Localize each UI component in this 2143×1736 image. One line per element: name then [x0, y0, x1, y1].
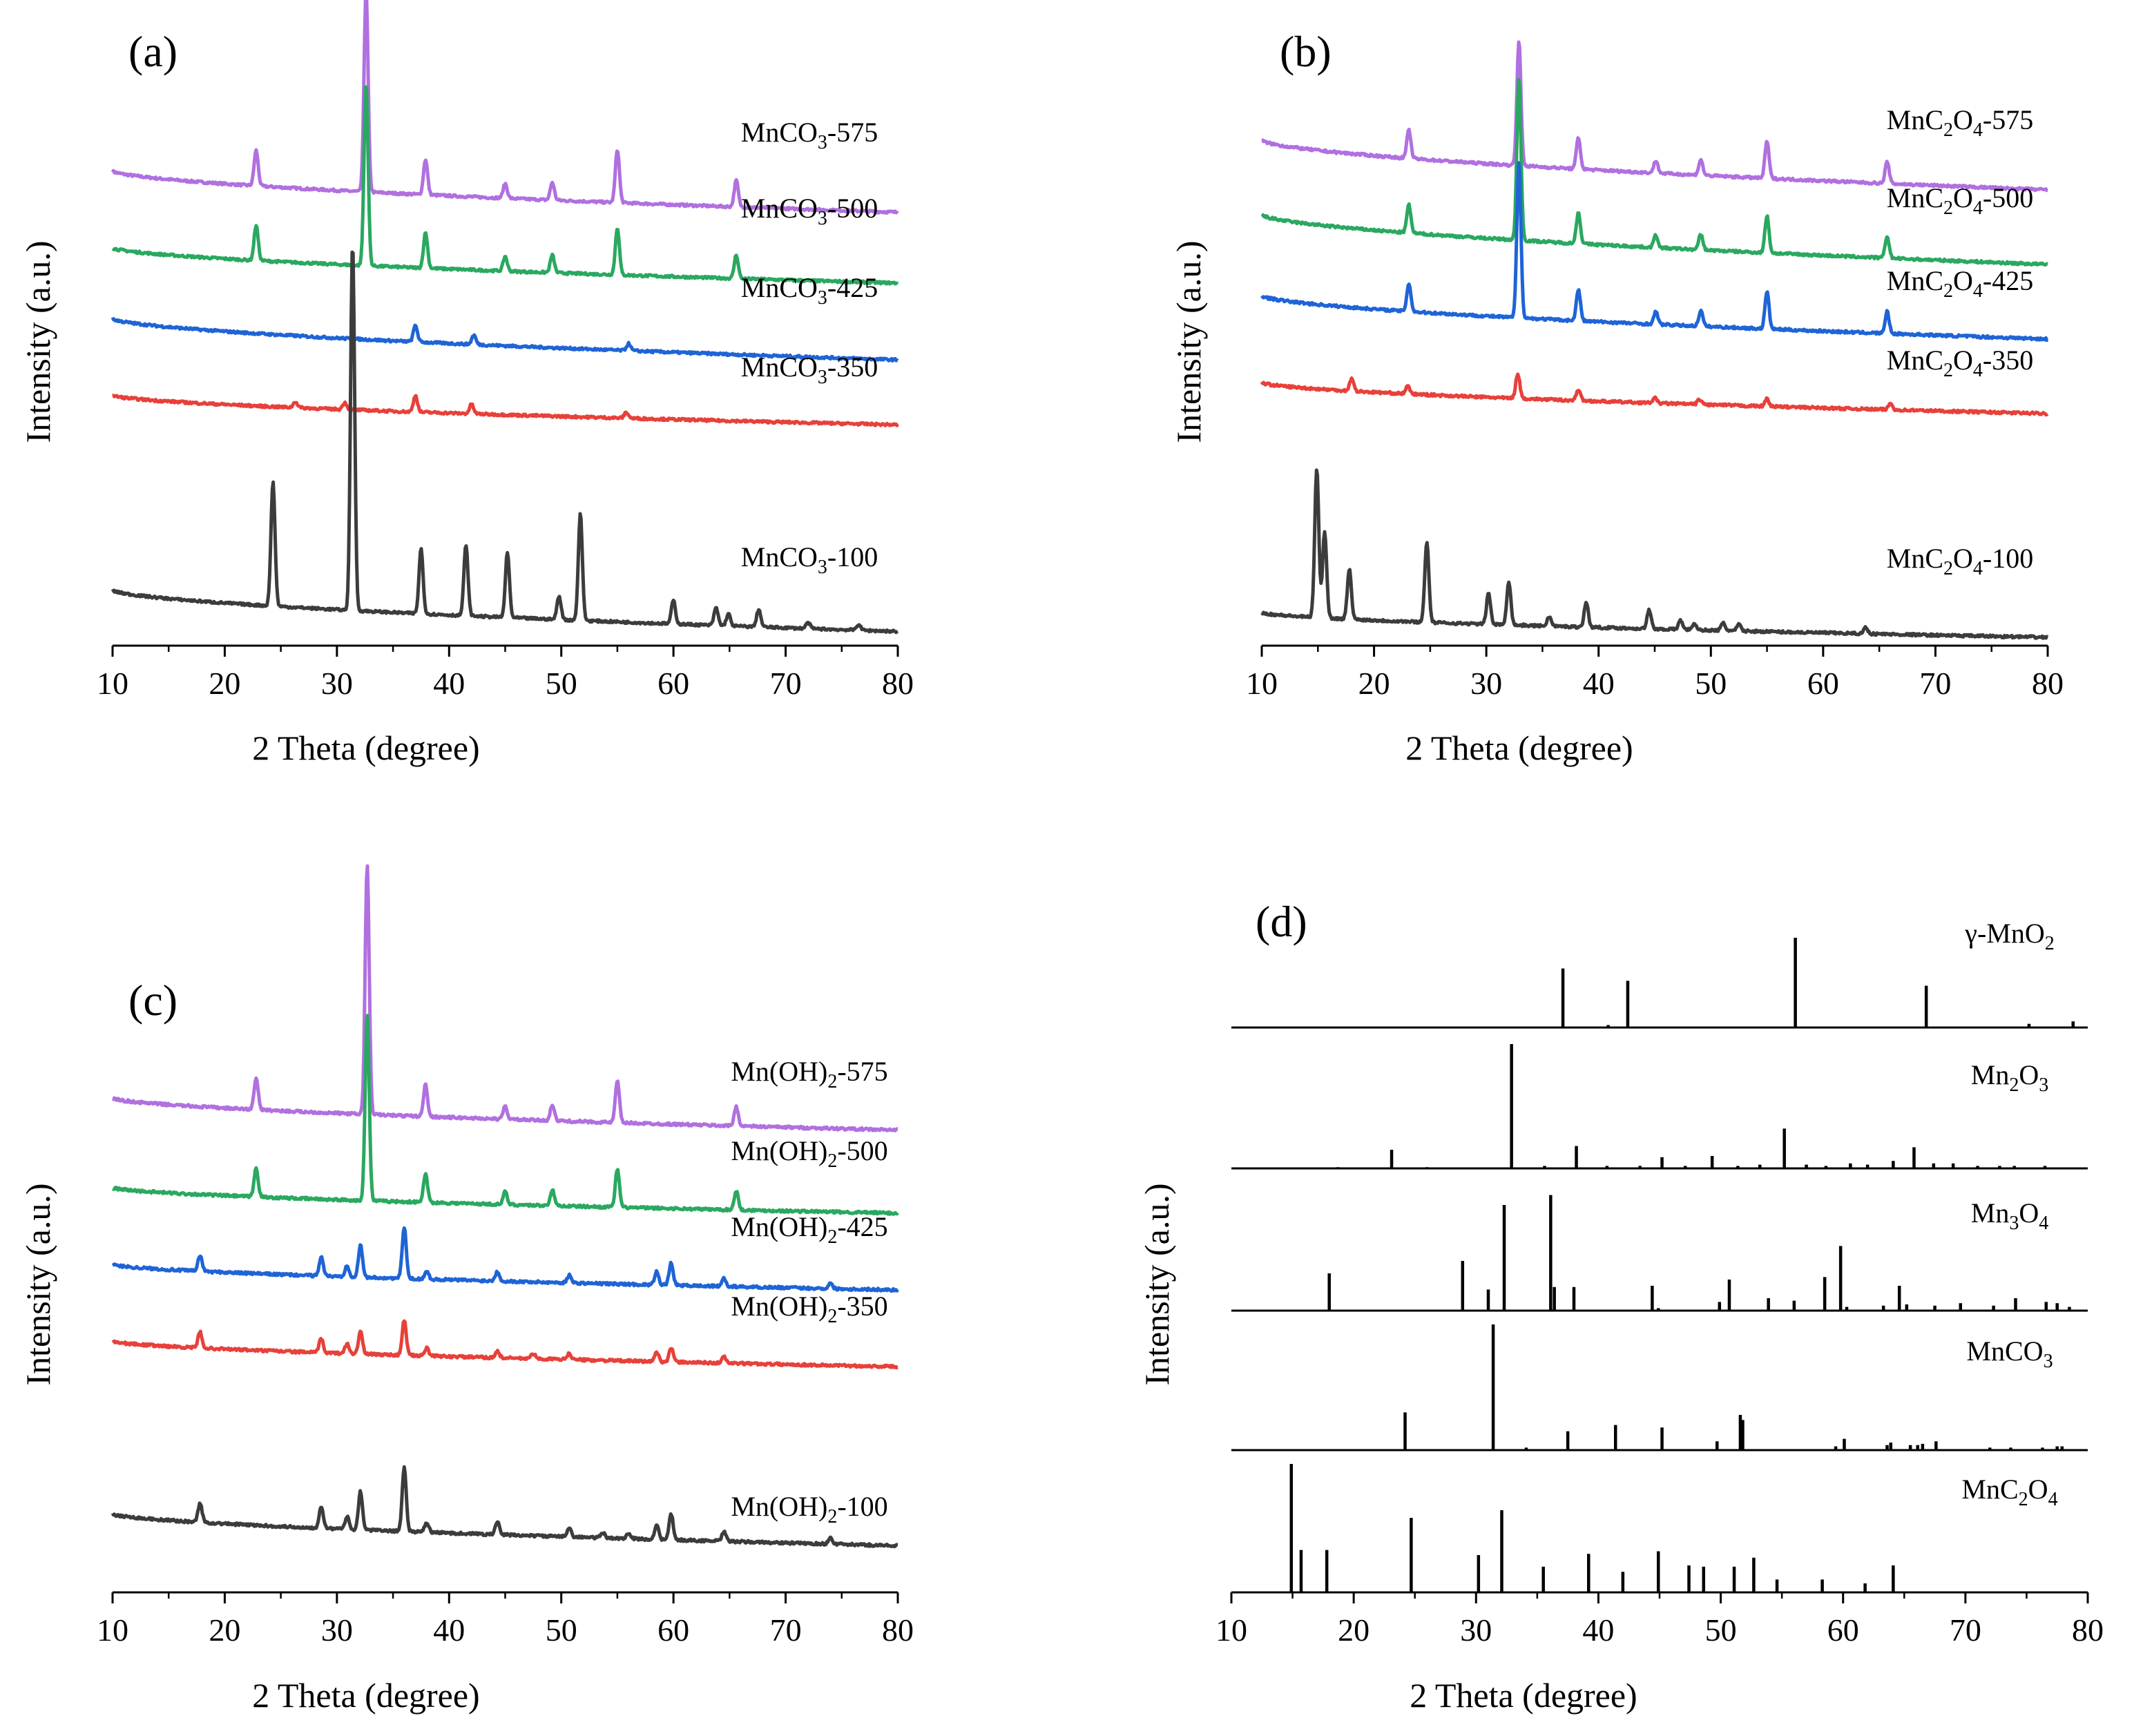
y-axis-label-c: Intensity (a.u.) [19, 1184, 57, 1386]
x-axis-label-c: 2 Theta (degree) [252, 1676, 479, 1715]
x-axis-label-d: 2 Theta (degree) [1410, 1676, 1637, 1715]
series-line-c-4 [110, 1465, 899, 1549]
x-tick-label-b-40: 40 [1583, 666, 1615, 701]
x-tick-label-d-30: 30 [1460, 1612, 1492, 1648]
x-tick-label-c-80: 80 [882, 1612, 914, 1648]
series-label-d-0: γ-MnO2 [1964, 918, 2054, 954]
x-tick-label-b-80: 80 [2032, 666, 2064, 701]
x-tick-label-c-40: 40 [433, 1612, 465, 1648]
x-tick-label-d-50: 50 [1705, 1612, 1737, 1648]
series-label-a-0: MnCO3-575 [741, 117, 878, 153]
x-tick-label-c-20: 20 [209, 1612, 240, 1648]
series-line-c-2 [111, 1226, 899, 1293]
series-label-a-3: MnCO3-350 [741, 351, 878, 388]
series-line-b-4 [1260, 468, 2049, 640]
series-label-b-2: MnC2O4-425 [1887, 265, 2033, 302]
x-tick-label-b-20: 20 [1358, 666, 1390, 701]
x-tick-label-b-60: 60 [1807, 666, 1839, 701]
panel-d: (d) 2 Theta (degree) Intensity (a.u.) 10… [1137, 897, 2104, 1715]
x-tick-label-a-50: 50 [546, 666, 577, 701]
series-label-b-4: MnC2O4-100 [1887, 543, 2033, 579]
y-axis-label-a: Intensity (a.u.) [19, 241, 57, 443]
series-line-a-2 [110, 316, 899, 363]
x-axis-label-b: 2 Theta (degree) [1405, 729, 1633, 767]
x-tick-label-b-70: 70 [1919, 666, 1951, 701]
x-tick-label-a-20: 20 [209, 666, 240, 701]
series-label-b-3: MnC2O4-350 [1887, 345, 2033, 381]
panel-a: (a) 2 Theta (degree) Intensity (a.u.) 10… [19, 0, 914, 767]
series-label-a-2: MnCO3-425 [741, 272, 878, 309]
series-line-b-1 [1260, 77, 2049, 267]
series-label-a-4: MnCO3-100 [741, 541, 878, 578]
series-label-c-3: Mn(OH)2-350 [731, 1291, 887, 1327]
x-tick-label-b-50: 50 [1695, 666, 1727, 701]
x-tick-label-a-40: 40 [433, 666, 465, 701]
x-tick-label-a-70: 70 [770, 666, 802, 701]
series-label-b-0: MnC2O4-575 [1887, 104, 2033, 141]
series-line-a-4 [110, 250, 899, 635]
series-line-a-0 [110, 0, 899, 215]
series-label-d-2: Mn3O4 [1971, 1197, 2048, 1234]
series-label-c-2: Mn(OH)2-425 [731, 1211, 887, 1248]
x-tick-label-a-30: 30 [321, 666, 353, 701]
series-label-d-4: MnC2O4 [1961, 1474, 2057, 1510]
x-tick-label-d-70: 70 [1950, 1612, 1981, 1648]
series-label-d-1: Mn2O3 [1971, 1059, 2048, 1096]
panel-label-a: (a) [128, 27, 177, 76]
series-label-c-0: Mn(OH)2-575 [731, 1056, 887, 1092]
x-tick-label-c-10: 10 [97, 1612, 128, 1648]
x-tick-label-d-20: 20 [1338, 1612, 1370, 1648]
panel-label-c: (c) [128, 976, 177, 1025]
x-tick-label-d-80: 80 [2072, 1612, 2104, 1648]
series-label-b-1: MnC2O4-500 [1887, 182, 2033, 219]
x-tick-label-c-30: 30 [321, 1612, 353, 1648]
panel-label-d: (d) [1256, 897, 1307, 946]
series-line-a-1 [111, 85, 899, 286]
x-tick-label-b-10: 10 [1246, 666, 1278, 701]
panel-c: (c) 2 Theta (degree) Intensity (a.u.) 10… [19, 864, 914, 1715]
series-line-b-3 [1260, 372, 2049, 417]
series-line-c-3 [111, 1319, 899, 1370]
series-label-a-1: MnCO3-500 [741, 193, 878, 229]
series-label-c-4: Mn(OH)2-100 [731, 1491, 887, 1527]
x-tick-label-c-50: 50 [546, 1612, 577, 1648]
series-label-c-1: Mn(OH)2-500 [731, 1135, 887, 1172]
panel-b: (b) 2 Theta (degree) Intensity (a.u.) 10… [1169, 27, 2064, 767]
x-tick-label-c-60: 60 [657, 1612, 689, 1648]
x-axis-label-a: 2 Theta (degree) [252, 729, 479, 767]
series-line-a-3 [111, 394, 899, 427]
x-tick-label-a-60: 60 [657, 666, 689, 701]
series-line-c-0 [111, 864, 899, 1132]
x-tick-label-d-40: 40 [1582, 1612, 1614, 1648]
panel-label-b: (b) [1280, 27, 1332, 76]
series-label-d-3: MnCO3 [1966, 1335, 2053, 1372]
x-tick-label-c-70: 70 [770, 1612, 802, 1648]
series-line-b-2 [1260, 161, 2049, 343]
x-tick-label-a-80: 80 [882, 666, 914, 701]
x-tick-label-d-60: 60 [1827, 1612, 1859, 1648]
series-line-c-1 [111, 1014, 899, 1216]
x-tick-label-a-10: 10 [97, 666, 128, 701]
y-axis-label-d: Intensity (a.u.) [1137, 1184, 1176, 1386]
x-tick-label-b-30: 30 [1470, 666, 1502, 701]
series-line-b-0 [1260, 40, 2049, 193]
x-tick-label-d-10: 10 [1215, 1612, 1247, 1648]
y-axis-label-b: Intensity (a.u.) [1169, 241, 1208, 443]
